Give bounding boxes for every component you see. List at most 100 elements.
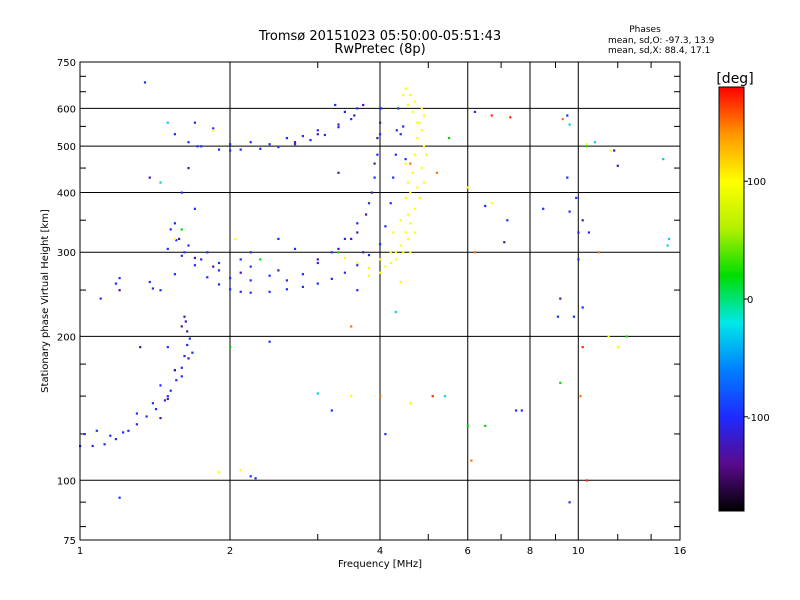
- data-point-145: [316, 258, 319, 261]
- data-point-98: [301, 135, 304, 138]
- data-point-5: [135, 423, 138, 426]
- data-point-128: [520, 409, 523, 412]
- data-point-141: [193, 256, 196, 259]
- data-point-16: [83, 433, 86, 436]
- data-point-160: [362, 251, 365, 254]
- data-point-6: [145, 415, 148, 418]
- data-point-116: [566, 114, 569, 117]
- data-point-82: [259, 147, 262, 150]
- data-point-103: [151, 287, 154, 290]
- data-point-236: [585, 143, 588, 146]
- data-point-31: [217, 283, 221, 286]
- data-point-106: [114, 282, 117, 285]
- data-point-4: [127, 429, 130, 432]
- data-point-56: [268, 274, 271, 277]
- data-point-53: [217, 269, 221, 272]
- plot-frame: [79, 61, 681, 541]
- data-point-52: [200, 258, 203, 261]
- data-point-28: [183, 251, 186, 254]
- data-point-61: [343, 237, 346, 240]
- data-point-65: [376, 153, 379, 156]
- data-point-155: [337, 123, 340, 126]
- y-tick-label-6: 600: [57, 104, 76, 115]
- data-point-255: [350, 325, 353, 328]
- data-point-74: [217, 261, 221, 265]
- data-point-33: [239, 290, 242, 293]
- data-point-63: [367, 202, 371, 205]
- data-point-112: [249, 265, 252, 268]
- data-point-69: [193, 207, 196, 210]
- data-point-146: [337, 247, 340, 250]
- y-axis-label: Stationary phase Virtual Height [km]: [40, 209, 51, 393]
- data-point-73: [293, 247, 297, 250]
- data-point-262: [662, 158, 665, 161]
- data-point-90: [334, 103, 337, 107]
- data-point-29: [193, 264, 196, 267]
- data-point-105: [118, 277, 121, 280]
- data-point-258: [159, 181, 162, 184]
- x-tick-label-6: 16: [674, 546, 687, 557]
- data-point-126: [506, 219, 509, 222]
- y-tick-labels: 75 100 200 300 400 500 600 750: [57, 58, 76, 547]
- colorbar-tick-label-2: 100: [747, 177, 766, 188]
- data-point-189: [409, 93, 412, 97]
- data-point-234: [350, 395, 353, 398]
- data-point-122: [566, 176, 569, 179]
- stats-line-o: mean, sd,O: -97.3, 13.9: [608, 36, 715, 46]
- data-point-233: [616, 346, 619, 349]
- data-point-39: [330, 277, 333, 280]
- data-point-194: [409, 222, 412, 225]
- data-point-79: [217, 148, 221, 151]
- data-point-62: [356, 222, 359, 225]
- data-point-149: [370, 191, 373, 194]
- x-tick-label-0: 1: [77, 546, 83, 557]
- colorbar-ticks: -100 0 100: [744, 177, 770, 424]
- data-point-222: [422, 114, 426, 117]
- data-point-66: [379, 133, 382, 136]
- data-point-129: [542, 207, 545, 210]
- data-point-71: [249, 251, 252, 254]
- data-point-127: [515, 409, 518, 412]
- data-point-271: [581, 346, 584, 349]
- data-point-46: [392, 176, 395, 179]
- data-point-220: [411, 110, 414, 113]
- data-point-151: [376, 137, 379, 140]
- data-point-78: [200, 145, 203, 148]
- data-point-124: [587, 231, 590, 234]
- data-point-247: [625, 335, 628, 338]
- data-point-213: [379, 258, 382, 261]
- data-point-48: [395, 129, 398, 132]
- data-point-75: [239, 258, 242, 261]
- data-point-162: [180, 325, 183, 328]
- data-point-121: [568, 210, 571, 213]
- data-point-148: [365, 213, 368, 216]
- data-point-40: [343, 271, 346, 274]
- stats-line-x: mean, sd,X: 88.4, 17.1: [608, 46, 710, 56]
- data-point-58: [301, 273, 304, 276]
- data-point-154: [316, 133, 319, 136]
- data-point-192: [402, 251, 405, 254]
- data-point-97: [285, 137, 288, 140]
- data-point-249: [435, 171, 438, 174]
- data-point-55: [249, 279, 252, 282]
- data-point-22: [159, 384, 162, 387]
- data-point-45: [389, 202, 392, 205]
- data-point-38: [316, 282, 319, 285]
- data-point-161: [183, 315, 186, 318]
- data-point-15: [191, 351, 194, 354]
- data-point-10: [175, 379, 178, 382]
- data-point-168: [118, 289, 121, 292]
- data-point-242: [466, 424, 469, 427]
- data-point-216: [418, 196, 421, 199]
- data-point-178: [394, 251, 397, 254]
- data-point-253: [561, 118, 564, 121]
- data-point-131: [556, 315, 560, 318]
- data-point-13: [186, 343, 189, 347]
- data-point-177: [559, 297, 562, 300]
- data-point-256: [597, 251, 601, 254]
- data-point-44: [384, 225, 387, 228]
- data-point-203: [389, 251, 392, 254]
- data-point-123: [577, 258, 580, 261]
- data-point-42: [367, 254, 371, 257]
- colorbar-label: [deg]: [716, 71, 753, 87]
